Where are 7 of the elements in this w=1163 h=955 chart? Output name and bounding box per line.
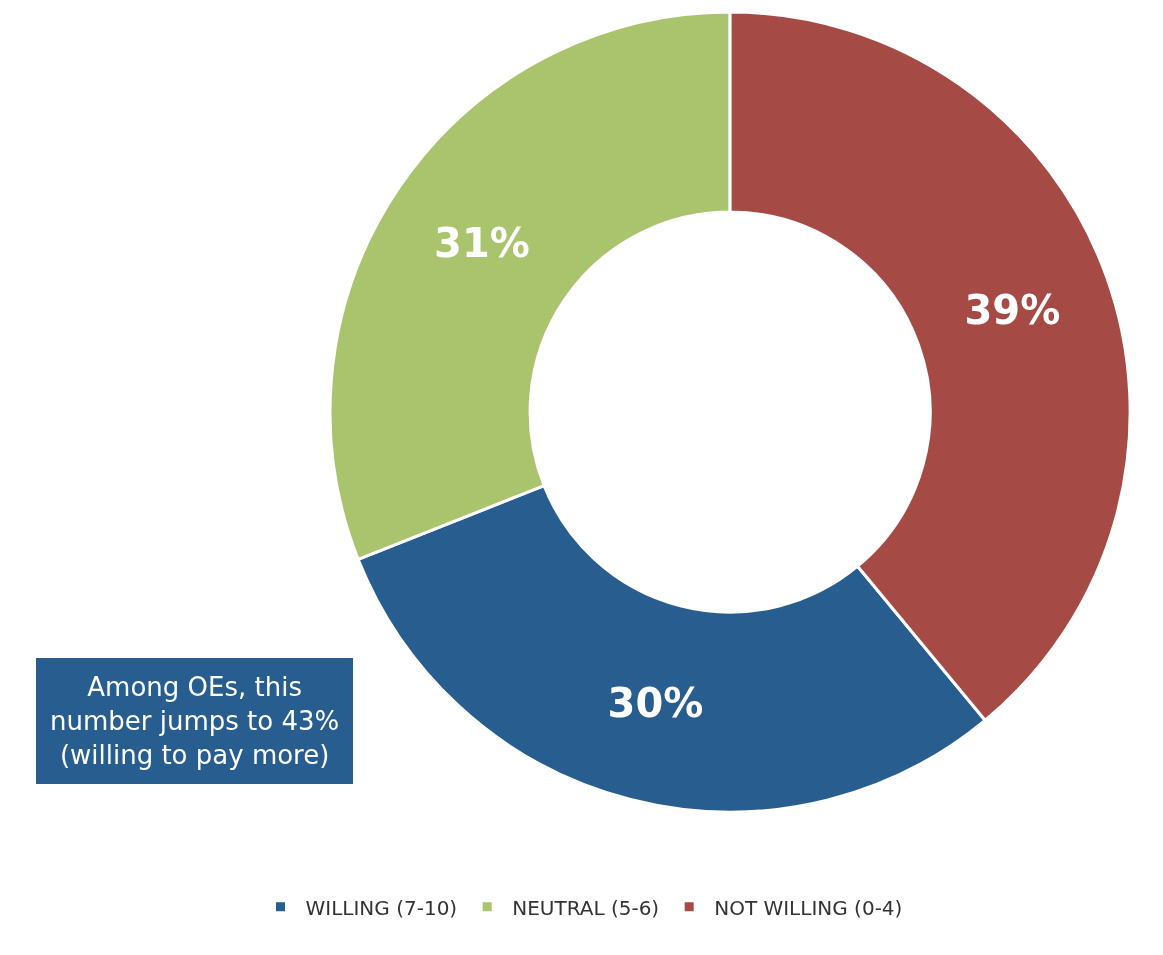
legend-label: NOT WILLING (0-4) (714, 895, 903, 920)
legend-label: WILLING (7-10) (305, 895, 458, 920)
data-label: 31% (434, 220, 530, 267)
text: Among OEs, this number jumps to 43% (willing to pay more) (50, 672, 340, 770)
data-label: 39% (964, 287, 1061, 334)
data-label: 30% (607, 679, 704, 726)
legend-label: NEUTRAL (5-6) (512, 895, 660, 920)
